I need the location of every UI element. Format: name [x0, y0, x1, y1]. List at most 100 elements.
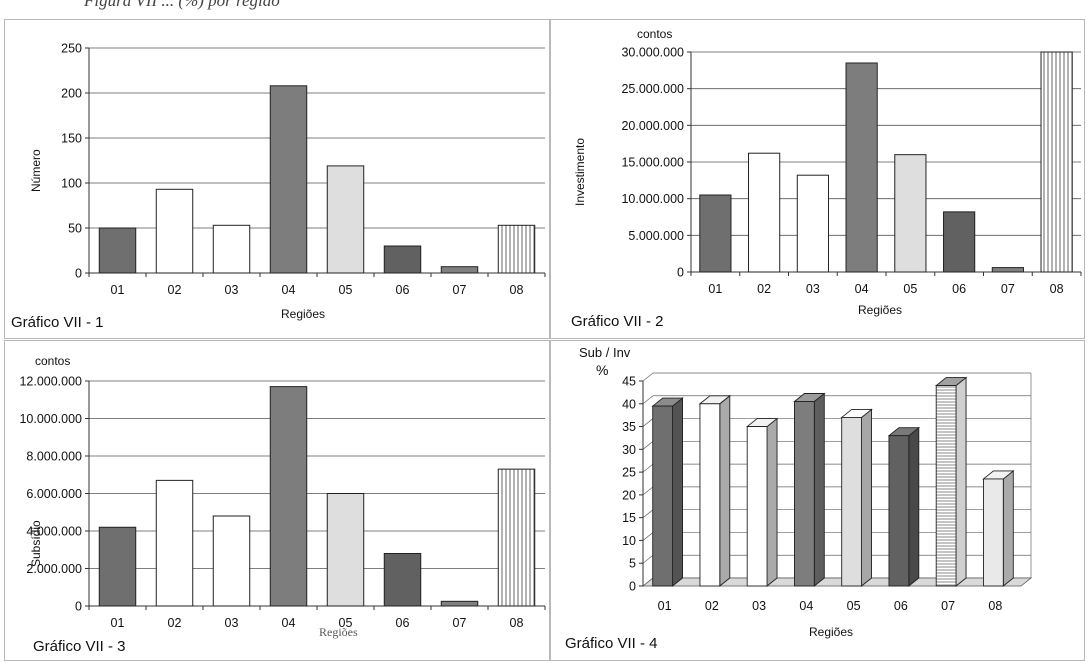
x-tick-label: 08: [510, 616, 524, 630]
unit-percent-label: %: [596, 362, 609, 378]
bar-region-02: [155, 479, 194, 607]
bar-region-06: [383, 245, 422, 274]
y-tick-label: 5: [629, 557, 636, 571]
x-tick-label: 02: [757, 282, 771, 296]
bar-region-06: [943, 211, 976, 273]
y-tick-label: 150: [61, 132, 82, 146]
bar-region-08: [497, 224, 536, 274]
x-tick-label: 02: [168, 283, 182, 297]
chart-caption: Gráfico VII - 2: [571, 313, 664, 330]
x-tick-label: 05: [903, 282, 917, 296]
x-tick-label: 07: [1001, 282, 1015, 296]
x-tick-label: 03: [225, 616, 239, 630]
gridline-side: [642, 441, 654, 450]
bar-region-05: [840, 408, 873, 587]
chart-panel-sub-inv: 0 5 10 15 20 25 30 35 40 45 01 02 03 04 05 06 07 08 Sub /…: [550, 340, 1085, 661]
bar-region-04: [845, 62, 878, 273]
bar-region-05: [326, 493, 365, 607]
bar-region-05: [894, 154, 927, 273]
x-tick-label: 08: [1050, 282, 1064, 296]
x-tick-label: 04: [282, 283, 296, 297]
y-tick-label: 2.000.000: [26, 562, 82, 576]
x-tick-label: 03: [752, 599, 766, 613]
y-axis-label: Subsídio: [29, 520, 43, 567]
gridline-side: [642, 554, 654, 564]
y-tick-label: 15: [622, 511, 636, 525]
bar-region-01: [98, 227, 137, 274]
x-tick-label: 05: [339, 616, 353, 630]
gridline-side: [642, 395, 654, 405]
x-tick-label: 08: [988, 599, 1002, 613]
gridline-side: [642, 509, 654, 518]
x-axis-label: Regiões: [281, 307, 326, 321]
gridline-side: [642, 532, 654, 541]
y-tick-label: 0: [75, 267, 82, 281]
bar-region-03: [745, 417, 779, 587]
bar-region-06: [887, 426, 921, 587]
x-tick-label: 07: [941, 599, 955, 613]
y-tick-label: 25: [622, 466, 636, 480]
x-tick-label: 02: [705, 599, 719, 613]
y-tick-label: 10: [622, 534, 636, 548]
chart-investimento-svg: 0 5.000.000 10.000.000 15.000.000 20.000.000…: [621, 46, 1082, 296]
y-axis-label: Investimento: [573, 137, 587, 206]
bar-region-08: [982, 470, 1015, 587]
unit-label: contos: [637, 27, 673, 41]
x-axis-label: Regiões: [809, 625, 854, 639]
bar-region-06: [383, 553, 422, 607]
bar-region-01: [699, 194, 732, 273]
bar-region-03: [212, 224, 251, 274]
y-tick-label: 35: [622, 420, 636, 434]
chart-caption: Gráfico VII - 1: [11, 314, 104, 331]
y-tick-label: 100: [61, 177, 82, 191]
bar-region-03: [796, 174, 829, 273]
chart-panel-investimento: 0 5.000.000 10.000.000 15.000.000 20.000.000…: [550, 19, 1085, 339]
y-tick-label: 20.000.000: [621, 119, 684, 133]
x-tick-label: 03: [225, 283, 239, 297]
bar-region-07: [934, 376, 968, 587]
y-tick-label: 10.000.000: [19, 412, 82, 426]
x-tick-label: 01: [708, 282, 722, 296]
y-tick-label: 10.000.000: [621, 192, 684, 206]
y-tick-label: 12.000.000: [19, 375, 82, 389]
bar-region-02: [698, 394, 732, 587]
bar-region-04: [269, 386, 308, 607]
y-tick-label: 0: [677, 266, 684, 280]
chart-subsidio-svg: 0 2.000.000 4.000.000 6.000.000 8.000.000 10.…: [19, 375, 546, 630]
x-tick-label: 08: [510, 283, 524, 297]
x-tick-label: 03: [806, 282, 820, 296]
chart-numero-svg: 0 50 100 150 200 250 01 02 03 04 05 06 07 08: [61, 42, 546, 297]
chart-caption: Gráfico VII - 4: [565, 635, 658, 652]
unit-label: Sub / Inv: [579, 345, 631, 360]
x-tick-label: 07: [453, 283, 467, 297]
x-axis-label: Regiões: [319, 625, 358, 639]
chart-panel-subsidio: 0 2.000.000 4.000.000 6.000.000 8.000.000 10.…: [4, 340, 550, 661]
y-tick-label: 5.000.000: [628, 229, 684, 243]
chart-caption: Gráfico VII - 3: [33, 638, 126, 655]
bar-region-05: [326, 165, 365, 274]
bar-region-04: [269, 85, 308, 274]
bar-region-04: [793, 392, 826, 587]
x-tick-label: 01: [111, 616, 125, 630]
gridline-side: [642, 486, 654, 496]
gridline-side: [642, 372, 654, 382]
y-tick-label: 20: [622, 488, 636, 502]
x-axis-label: Regiões: [858, 303, 903, 317]
x-tick-label: 04: [799, 599, 813, 613]
x-tick-label: 04: [855, 282, 869, 296]
y-tick-label: 15.000.000: [621, 156, 684, 170]
y-tick-label: 200: [61, 87, 82, 101]
x-tick-label: 05: [847, 599, 861, 613]
y-tick-label: 25.000.000: [621, 82, 684, 96]
y-tick-label: 50: [68, 222, 82, 236]
x-tick-label: 06: [894, 599, 908, 613]
x-tick-label: 04: [282, 616, 296, 630]
y-axis-label: Número: [29, 149, 43, 192]
y-tick-label: 0: [629, 580, 636, 594]
y-tick-label: 4.000.000: [26, 525, 82, 539]
y-tick-label: 30.000.000: [621, 46, 684, 60]
x-tick-label: 01: [111, 283, 125, 297]
x-tick-label: 06: [396, 283, 410, 297]
bar-region-01: [98, 526, 137, 607]
x-tick-label: 01: [658, 599, 672, 613]
